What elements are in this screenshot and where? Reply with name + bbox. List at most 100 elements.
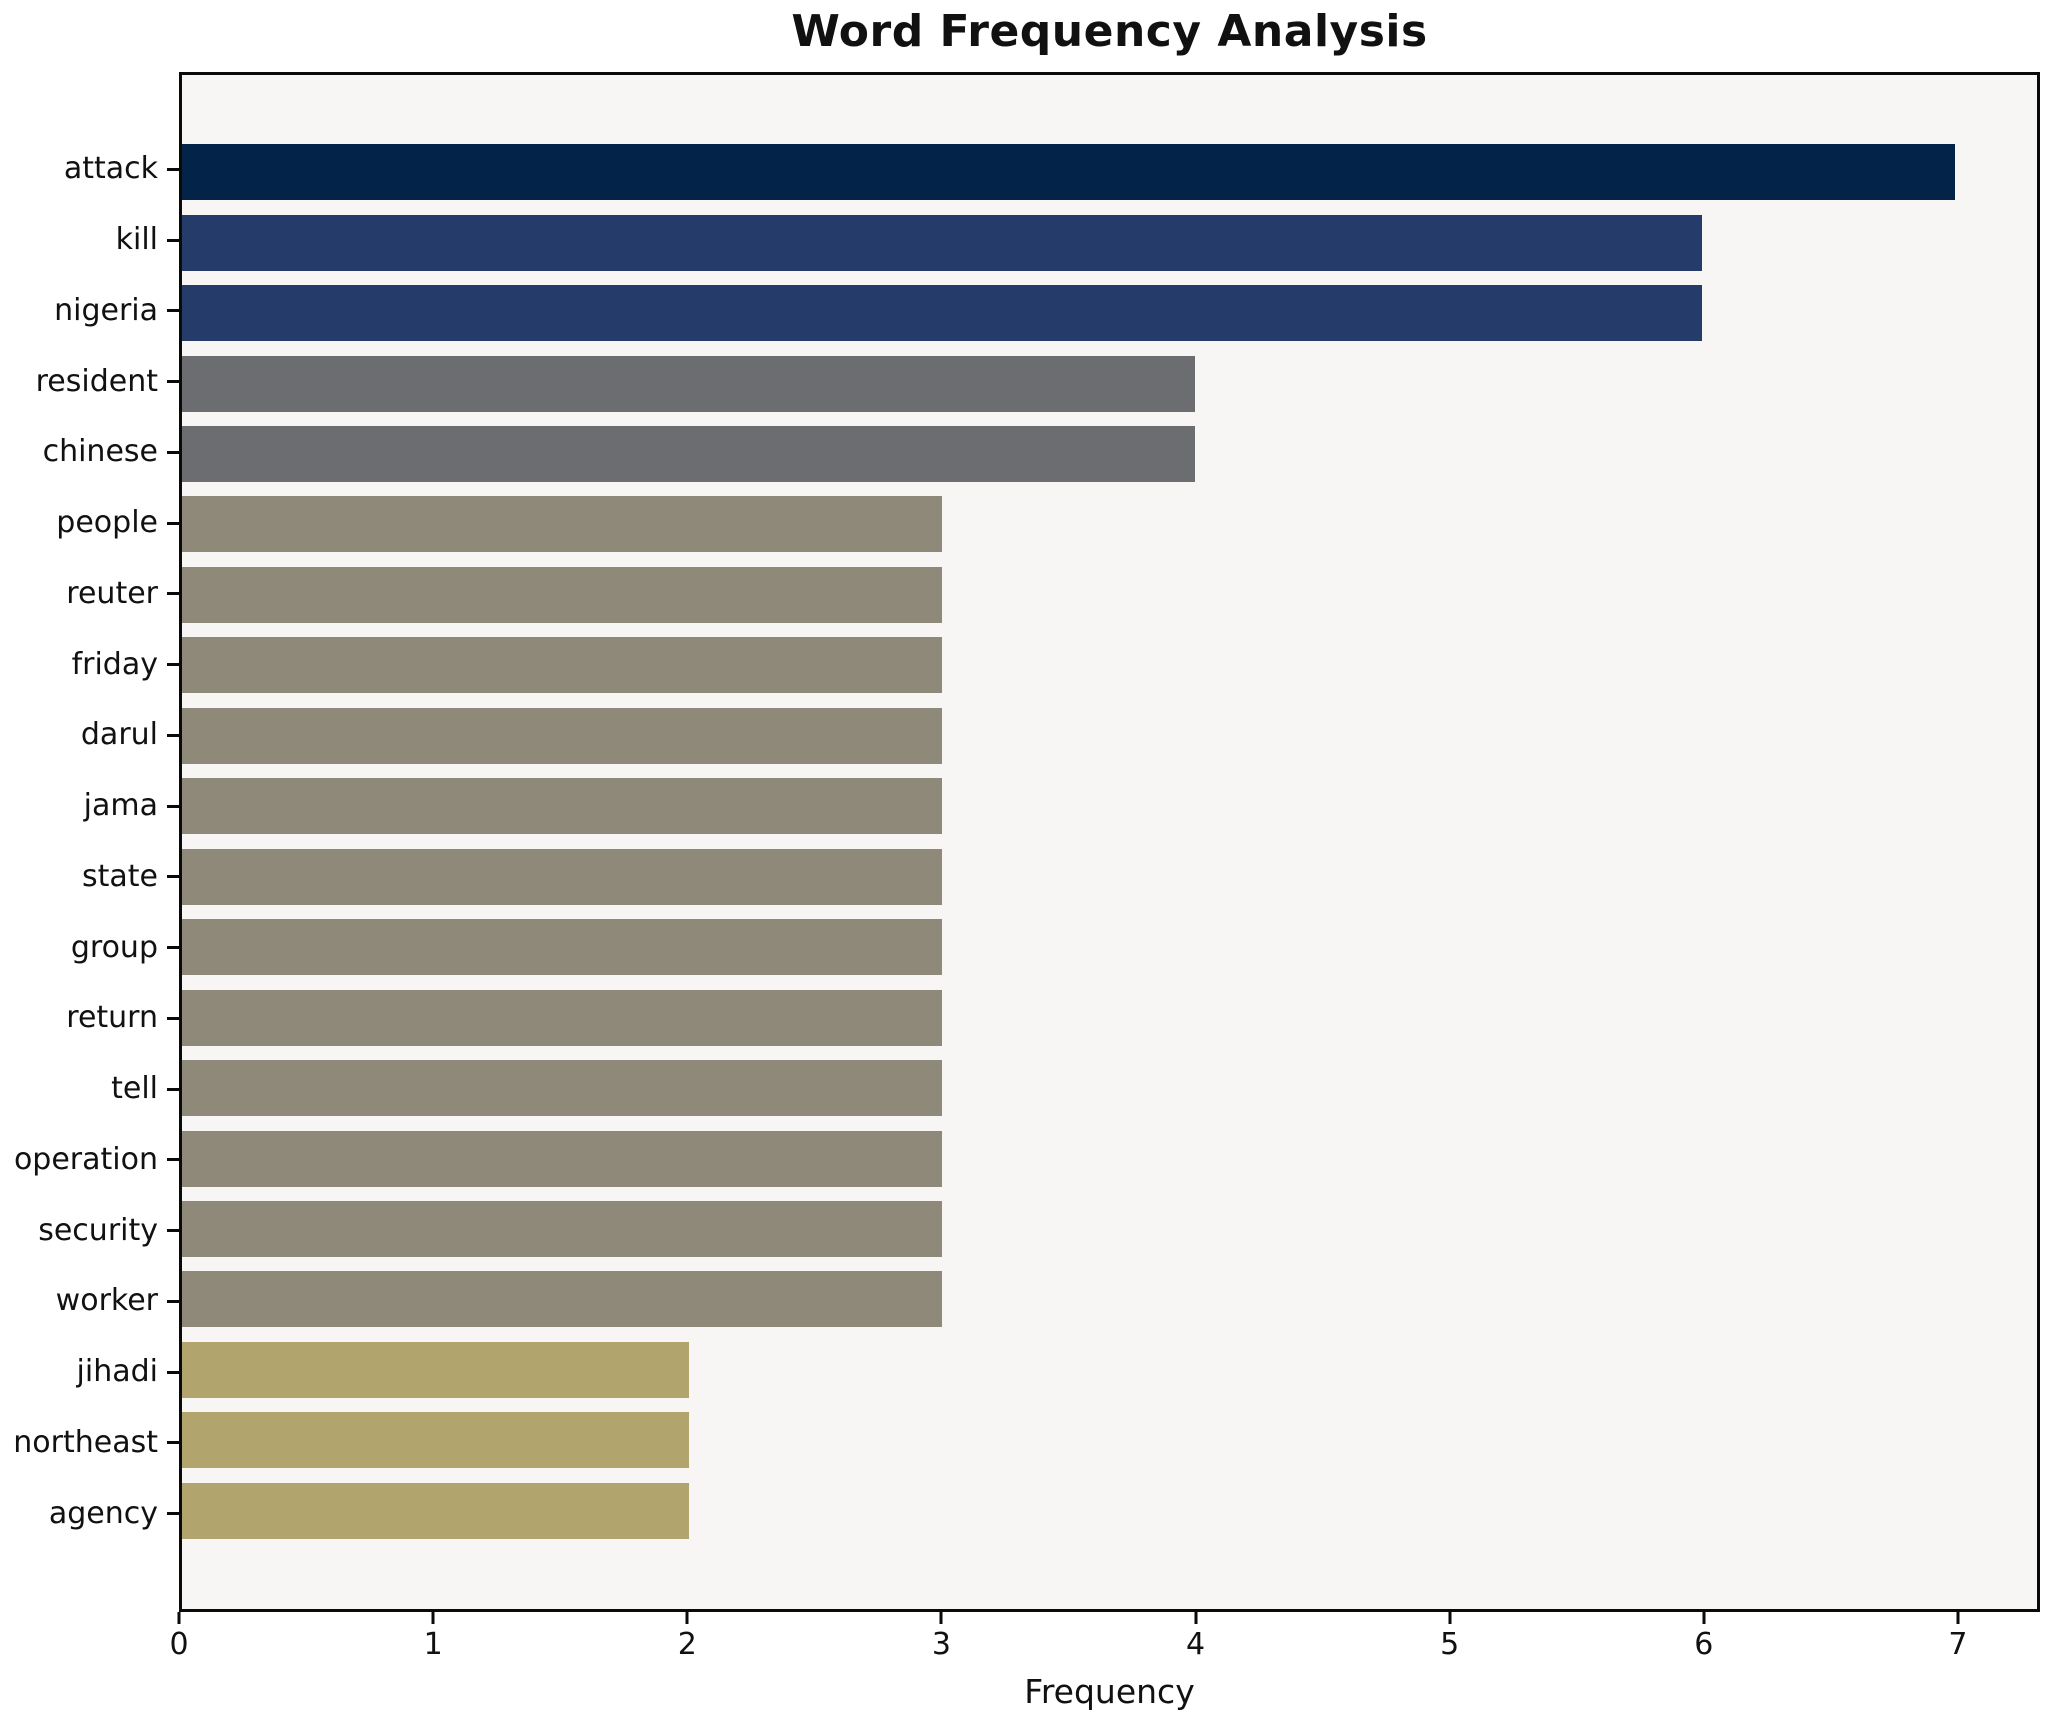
y-label-row: group [0, 912, 179, 983]
bar-row [182, 348, 2037, 418]
y-label-row: darul [0, 700, 179, 771]
y-label-worker: worker [55, 1283, 158, 1319]
x-tick-mark [177, 1612, 181, 1624]
bar-row [182, 1405, 2037, 1475]
x-tick-mark [1448, 1612, 1452, 1624]
x-tick-mark [1194, 1612, 1198, 1624]
bar-row [182, 842, 2037, 912]
bars-container [182, 75, 2037, 1609]
y-label-row: nigeria [0, 276, 179, 347]
bar-row [182, 419, 2037, 489]
bar-row [182, 489, 2037, 559]
y-label-operation: operation [13, 1141, 158, 1177]
y-tick-mark [167, 733, 179, 737]
y-label-row: jihadi [0, 1337, 179, 1408]
y-tick-mark [167, 380, 179, 384]
bar-friday [182, 637, 942, 694]
y-label-row: friday [0, 629, 179, 700]
y-tick-mark [167, 1441, 179, 1445]
bar-row [182, 1123, 2037, 1193]
y-label-security: security [38, 1212, 158, 1248]
y-tick-mark [167, 1370, 179, 1374]
x-axis-title: Frequency [1024, 1672, 1195, 1711]
y-label-tell: tell [111, 1071, 158, 1107]
x-tick-label-1: 1 [423, 1627, 443, 1662]
bar-jama [182, 778, 942, 835]
y-label-row: kill [0, 205, 179, 276]
y-label-return: return [66, 1000, 158, 1036]
bar-row [182, 207, 2037, 277]
bar-row [182, 701, 2037, 771]
y-axis-labels: attack kill nigeria resident chinese people re… [0, 72, 179, 1612]
y-label-resident: resident [35, 363, 158, 399]
x-tick-mark [939, 1612, 943, 1624]
y-tick-mark [167, 1229, 179, 1233]
bar-row [182, 1335, 2037, 1405]
y-label-northeast: northeast [13, 1424, 158, 1460]
bar-row [182, 137, 2037, 207]
y-label-row: resident [0, 346, 179, 417]
bar-resident [182, 355, 1196, 412]
x-tick-label-7: 7 [1948, 1627, 1968, 1662]
bar-jihadi [182, 1341, 689, 1398]
y-tick-mark [167, 309, 179, 313]
bar-row [182, 1053, 2037, 1123]
y-tick-mark [167, 875, 179, 879]
bar-row [182, 560, 2037, 630]
bar-group [182, 919, 942, 976]
y-label-attack: attack [63, 151, 158, 187]
y-label-row: worker [0, 1266, 179, 1337]
bar-attack [182, 144, 1956, 201]
x-tick-label-4: 4 [1185, 1627, 1206, 1662]
y-label-people: people [56, 505, 158, 541]
y-tick-mark [167, 167, 179, 171]
y-tick-mark [167, 1299, 179, 1303]
y-tick-mark [167, 1512, 179, 1516]
bar-agency [182, 1482, 689, 1539]
bar-return [182, 989, 942, 1046]
bar-row [182, 1476, 2037, 1546]
y-label-row: tell [0, 1054, 179, 1125]
x-tick-label-2: 2 [677, 1627, 697, 1662]
y-label-row: jama [0, 771, 179, 842]
y-label-row: operation [0, 1125, 179, 1196]
x-tick-label-6: 6 [1694, 1627, 1714, 1662]
bar-row [182, 1264, 2037, 1334]
y-label-row: return [0, 983, 179, 1054]
y-tick-mark [167, 1158, 179, 1162]
y-label-state: state [82, 858, 158, 894]
y-label-jama: jama [83, 788, 158, 824]
bar-people [182, 496, 942, 553]
bar-row [182, 982, 2037, 1052]
bar-row [182, 630, 2037, 700]
y-tick-mark [167, 238, 179, 242]
bar-row [182, 771, 2037, 841]
bar-kill [182, 214, 1702, 271]
chart-title: Word Frequency Analysis [791, 6, 1428, 57]
x-tick-label-5: 5 [1440, 1627, 1460, 1662]
y-label-row: people [0, 488, 179, 559]
y-label-group: group [70, 929, 158, 965]
bar-row [182, 1194, 2037, 1264]
x-tick-mark [431, 1612, 435, 1624]
bar-northeast [182, 1412, 689, 1469]
x-tick-mark [685, 1612, 689, 1624]
bar-row [182, 278, 2037, 348]
y-label-kill: kill [115, 222, 158, 258]
y-label-row: state [0, 842, 179, 913]
bar-worker [182, 1271, 942, 1328]
y-label-row: agency [0, 1478, 179, 1549]
x-tick-mark [1702, 1612, 1706, 1624]
y-label-reuter: reuter [66, 575, 158, 611]
bar-reuter [182, 566, 942, 623]
x-tick-label-0: 0 [169, 1627, 189, 1662]
bar-row [182, 912, 2037, 982]
y-label-row: chinese [0, 417, 179, 488]
y-label-nigeria: nigeria [54, 292, 158, 328]
bar-tell [182, 1060, 942, 1117]
x-tick-label-3: 3 [931, 1627, 951, 1662]
x-tick-mark [1956, 1612, 1960, 1624]
y-label-row: security [0, 1195, 179, 1266]
y-label-agency: agency [48, 1495, 158, 1531]
